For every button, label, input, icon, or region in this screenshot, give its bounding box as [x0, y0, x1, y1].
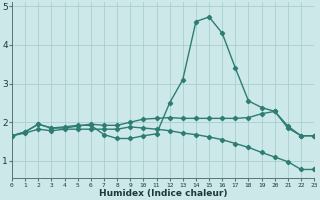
- X-axis label: Humidex (Indice chaleur): Humidex (Indice chaleur): [99, 189, 227, 198]
